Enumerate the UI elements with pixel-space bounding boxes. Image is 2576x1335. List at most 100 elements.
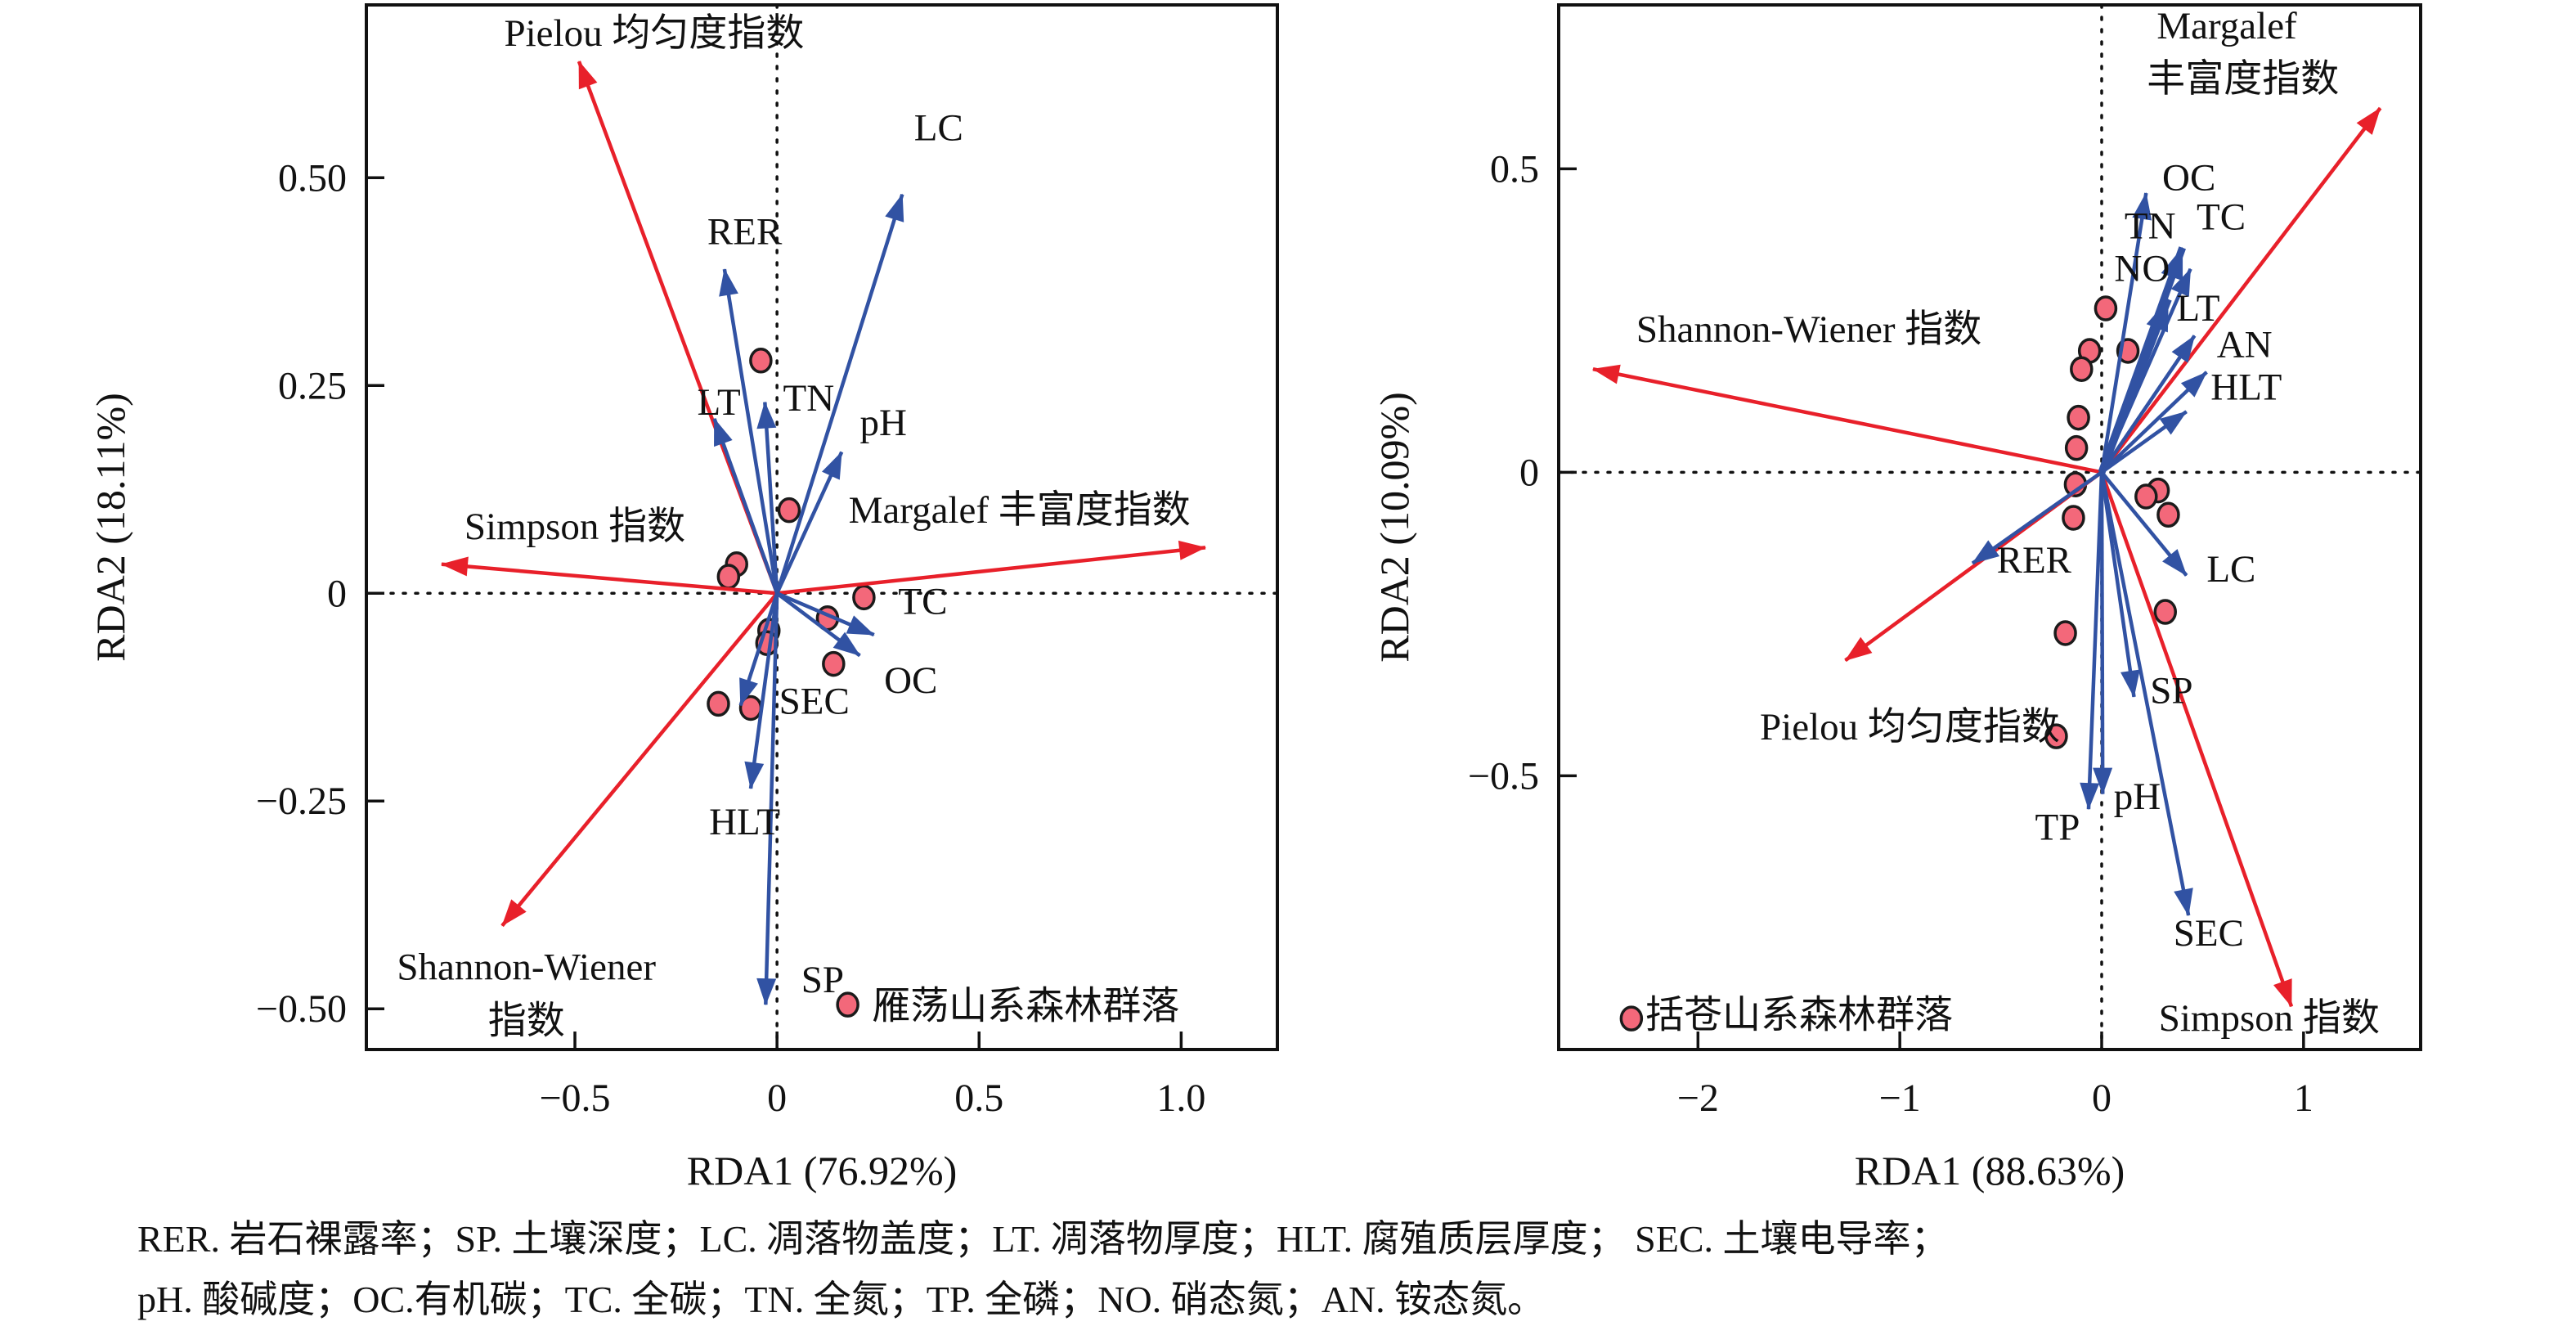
- y-tick-label: −0.5: [1468, 754, 1539, 798]
- arrow-label-NO: NO: [2114, 248, 2170, 290]
- arrow-label-pH: pH: [859, 402, 906, 444]
- arrow-label-OC: OC: [884, 659, 937, 702]
- x-tick-label: 1: [2294, 1077, 2313, 1120]
- arrow-label-Simpson: Simpson 指数: [2159, 997, 2380, 1040]
- y-tick-label: 0.50: [278, 156, 347, 200]
- env-arrow-RER: [719, 268, 779, 594]
- env-arrow-pH: [775, 451, 844, 595]
- arrow-label-TC: TC: [2197, 196, 2246, 239]
- x-tick-label: 1.0: [1156, 1077, 1205, 1120]
- x-tick-label: −2: [1677, 1077, 1719, 1120]
- panel-border: [365, 3, 1279, 1051]
- arrow-label-Margalef: Margalef 丰富度指数: [849, 489, 1191, 532]
- diversity-arrow-Shannon-Wiener: [500, 591, 779, 928]
- arrow-label-TP: TP: [2035, 806, 2080, 848]
- arrow-label-OC: OC: [2162, 156, 2215, 199]
- site-point: [2062, 505, 2085, 531]
- site-point: [2067, 404, 2090, 431]
- site-point: [2156, 501, 2180, 528]
- env-arrow-SP: [756, 593, 779, 1006]
- y-axis-title: RDA2 (10.09%): [1371, 392, 1417, 663]
- x-tick-label: 0: [767, 1077, 787, 1120]
- y-tick-label: 0: [1519, 451, 1539, 494]
- y-axis-title: RDA2 (18.11%): [88, 393, 133, 662]
- legend-label: 雁荡山系森林群落: [872, 985, 1179, 1027]
- env-arrow-RER: [1971, 470, 2103, 565]
- env-arrow-LC: [2100, 470, 2188, 577]
- x-tick-label: 0.5: [954, 1077, 1003, 1120]
- arrow-label-TN: TN: [783, 377, 835, 420]
- x-tick-label: −1: [1879, 1077, 1921, 1120]
- arrow-label-Simpson: Simpson 指数: [464, 506, 685, 548]
- arrow-label-RER: RER: [707, 211, 783, 254]
- arrow-label-LC: LC: [914, 107, 963, 150]
- arrow-label-SEC: SEC: [779, 681, 850, 723]
- arrow-label-LC: LC: [2206, 548, 2255, 591]
- arrow-label-HLT: HLT: [709, 801, 780, 843]
- arrow-label-Margalef: 丰富度指数: [2147, 58, 2339, 101]
- env-arrow-LT: [712, 417, 779, 595]
- env-arrow-AN: [2100, 371, 2208, 474]
- arrow-label-TC: TC: [898, 581, 947, 623]
- site-point: [2064, 434, 2089, 461]
- arrow-label-Shannon-Wiener: 指数: [488, 1000, 565, 1043]
- env-arrow-TP: [2080, 472, 2104, 811]
- caption-line-2: pH. 酸碱度；OC.有机碳；TC. 全碳；TN. 全氮；TP. 全磷；NO. …: [137, 1279, 1546, 1320]
- site-point: [822, 650, 846, 677]
- arrow-label-AN: AN: [2217, 323, 2273, 366]
- y-tick-label: −0.25: [256, 780, 347, 823]
- env-arrow-SEC: [738, 592, 779, 707]
- x-axis-title: RDA1 (88.63%): [1855, 1148, 2125, 1193]
- env-arrow-HLT: [744, 592, 779, 789]
- legend-marker: [836, 991, 859, 1018]
- site-point: [2044, 723, 2068, 749]
- arrow-label-TN: TN: [2125, 205, 2176, 248]
- legend-label: 括苍山系森林群落: [1645, 994, 1953, 1036]
- arrow-label-Margalef: Margalef: [2156, 5, 2297, 47]
- env-arrow-NO: [2098, 298, 2172, 474]
- site-point: [2134, 483, 2158, 510]
- site-point: [749, 348, 773, 374]
- arrow-label-pH: pH: [2114, 775, 2161, 818]
- x-tick-label: −0.5: [539, 1077, 610, 1120]
- site-point: [2053, 620, 2077, 646]
- env-arrow-SEC: [2099, 471, 2193, 916]
- diversity-arrow-Simpson: [2099, 471, 2294, 1008]
- y-tick-label: 0: [327, 572, 347, 615]
- env-arrow-TN: [756, 401, 779, 594]
- site-point: [707, 690, 730, 717]
- env-arrow-TC: [776, 591, 875, 637]
- site-point: [777, 497, 801, 524]
- site-point: [716, 564, 741, 590]
- arrow-label-Shannon-Wiener: Shannon-Wiener: [397, 946, 656, 989]
- env-arrow-OC: [2099, 192, 2152, 473]
- env-arrow-LT: [2100, 335, 2197, 474]
- env-arrow-OC: [775, 591, 861, 658]
- y-tick-label: 0.25: [278, 364, 347, 407]
- x-axis-title: RDA1 (76.92%): [687, 1148, 958, 1193]
- site-point: [2070, 356, 2094, 382]
- env-arrow-pH: [2093, 472, 2113, 795]
- arrow-label-LT: LT: [2176, 287, 2219, 330]
- y-tick-label: 0.5: [1490, 147, 1539, 191]
- diversity-arrow-Simpson: [440, 556, 778, 596]
- arrow-label-SEC: SEC: [2174, 912, 2244, 955]
- diversity-arrow-Margalef: [776, 540, 1207, 596]
- x-tick-label: 0: [2092, 1077, 2112, 1120]
- caption-line-1: RER. 岩石裸露率；SP. 土壤深度；LC. 凋落物盖度；LT. 凋落物厚度；…: [137, 1218, 1949, 1260]
- site-point: [2153, 599, 2177, 625]
- arrow-label-LT: LT: [698, 381, 741, 424]
- arrow-label-Pielou: Pielou 均匀度指数: [504, 12, 804, 55]
- arrow-label-RER: RER: [1997, 539, 2072, 582]
- env-arrow-SP: [2099, 472, 2140, 698]
- panel-border: [1557, 3, 2422, 1051]
- site-point: [852, 584, 876, 611]
- arrow-label-SP: SP: [2150, 669, 2192, 712]
- y-tick-label: −0.50: [256, 987, 347, 1031]
- arrow-label-HLT: HLT: [2210, 366, 2282, 408]
- env-arrow-HLT: [2100, 410, 2188, 474]
- arrow-label-Shannon-Wiener: Shannon-Wiener 指数: [1636, 308, 1981, 351]
